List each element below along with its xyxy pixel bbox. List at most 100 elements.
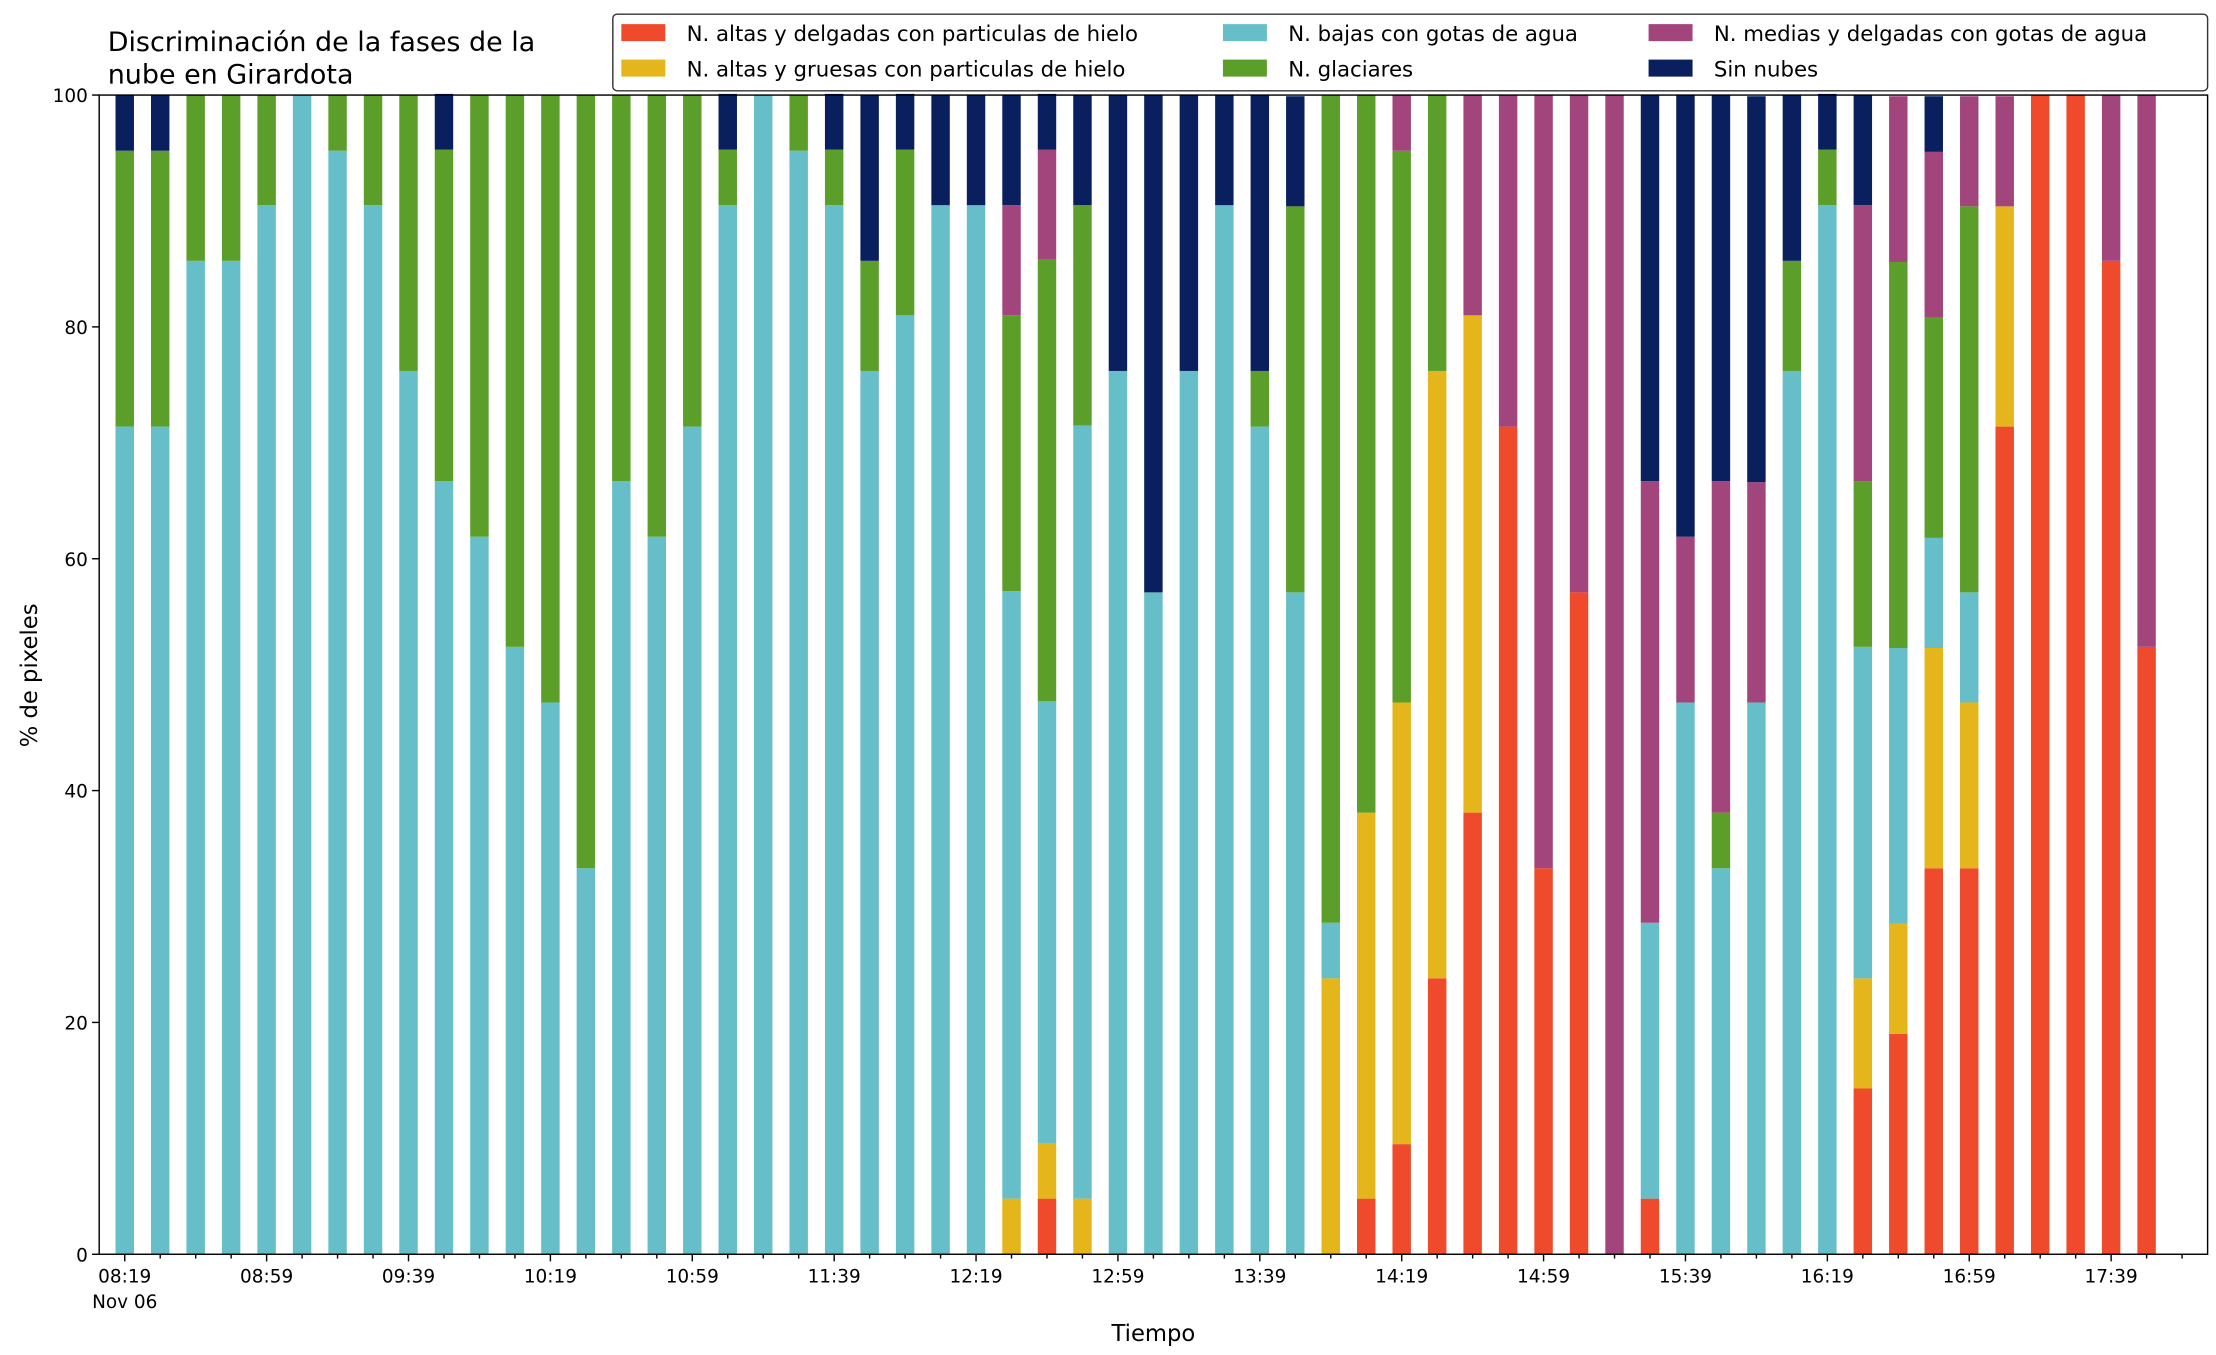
bar-segment [718, 205, 737, 1255]
x-tick-label: 12:59 [1091, 1267, 1144, 1288]
bar-segment [1960, 868, 1979, 1255]
bar-segment [1392, 702, 1411, 1145]
bar-segment [1853, 646, 1873, 979]
x-tick-label: 11:39 [808, 1267, 861, 1288]
bar-segment [1640, 922, 1660, 1199]
bar-segment [1498, 426, 1518, 1255]
bar-segment [1108, 95, 1128, 371]
bar-segment [1782, 370, 1802, 1255]
bar-segment [789, 95, 808, 151]
y-axis-label: % de pixeles [17, 603, 43, 747]
bar-segment [931, 95, 950, 206]
bar-segment [399, 370, 418, 1255]
bar-segment [150, 426, 170, 1255]
bar-segment [1179, 370, 1199, 1255]
bar-segment [1534, 868, 1553, 1255]
bar-segment [505, 95, 525, 647]
bar-segment [1073, 1198, 1092, 1255]
legend-label: N. glaciares [1288, 58, 1413, 83]
legend-label: N. altas y delgadas con particulas de hi… [687, 22, 1138, 47]
bar-segment [541, 95, 560, 703]
bar-segment [1960, 702, 1979, 869]
y-tick-label: 20 [64, 1014, 87, 1035]
bar-segment [292, 95, 312, 1255]
bar-segment [647, 536, 667, 1255]
y-tick-label: 40 [64, 782, 87, 803]
bar-segment [1640, 95, 1660, 482]
bar-segment [1286, 206, 1305, 593]
bar-segment [434, 149, 454, 482]
x-tick-label: 08:19 [98, 1267, 151, 1288]
bar-segment [1676, 702, 1695, 1255]
bar-segment [1037, 1198, 1057, 1255]
bar-segment [895, 93, 915, 150]
plot-frame [98, 94, 2209, 1255]
bar-segment [753, 95, 773, 1255]
bar-segment [363, 95, 383, 206]
bar-segment [895, 315, 915, 1255]
bar-segment [150, 150, 170, 427]
bar-segment [1995, 426, 2014, 1255]
bar-segment [328, 150, 347, 1255]
bar-segment [363, 205, 383, 1255]
bar-segment [1321, 922, 1340, 979]
chart-title: Discriminación de la fases de la nube en … [108, 27, 536, 91]
bar-segment [1818, 149, 1837, 206]
legend-label: N. altas y gruesas con particulas de hie… [687, 58, 1126, 83]
bar-segment [1818, 93, 1837, 150]
bar-segment [434, 481, 454, 1255]
bar-segment [2066, 95, 2085, 1255]
bar-segment [1889, 96, 1908, 262]
bar-segment [824, 93, 844, 150]
bar-segment [1960, 592, 1979, 703]
bar-segment [612, 481, 631, 1255]
bar-segment [1108, 370, 1128, 1255]
bar-segment [1889, 1034, 1908, 1255]
x-tick-label: 12:19 [949, 1267, 1002, 1288]
bar-segment [1286, 96, 1305, 207]
legend: N. altas y delgadas con particulas de hi… [612, 13, 2209, 92]
bar-segment [1498, 95, 1518, 427]
bar-segment [1960, 206, 1979, 593]
bar-segment [718, 93, 737, 150]
bar-segment [683, 95, 702, 427]
bar-segment [1250, 370, 1270, 427]
x-tick-label: 10:19 [524, 1267, 577, 1288]
bar-segment [257, 205, 276, 1255]
bar-segment [2030, 95, 2050, 1255]
bar-segment [1747, 482, 1766, 703]
bar-segment [328, 95, 347, 151]
bar-segment [1286, 592, 1305, 1255]
bar-segment [1037, 701, 1057, 1143]
bar-segment [115, 95, 134, 151]
bar-segment [1853, 95, 1873, 206]
bar-segment [1463, 95, 1482, 316]
bar-segment [115, 150, 134, 427]
bar-segment [1002, 95, 1021, 206]
bar-segment [1747, 702, 1766, 1255]
bar-segment [470, 95, 489, 537]
bar-segment [1002, 591, 1021, 1199]
bar-segment [1995, 96, 2014, 207]
bar-segment [1002, 1198, 1021, 1255]
bar-segment [1037, 1142, 1057, 1199]
bar-segment [824, 149, 844, 206]
bar-segment [1144, 95, 1163, 593]
bar-segment [1321, 978, 1340, 1255]
bar-segment [789, 150, 808, 1255]
bar-segment [1534, 95, 1553, 869]
bar-segment [1463, 812, 1482, 1255]
bar-segment [931, 205, 950, 1255]
bar-segment [1711, 812, 1731, 869]
legend-label: N. bajas con gotas de agua [1288, 22, 1578, 47]
bar-segment [1250, 426, 1270, 1255]
bar-segment [1002, 205, 1021, 316]
y-tick-label: 0 [76, 1245, 88, 1266]
bar-segment [1747, 96, 1766, 483]
bar-segment [1321, 95, 1340, 923]
x-tick-label: 10:59 [666, 1267, 719, 1288]
bar-segment [1924, 96, 1943, 152]
bar-segment [1357, 95, 1376, 813]
bar-segment [399, 95, 418, 371]
legend-label: N. medias y delgadas con gotas de agua [1714, 22, 2147, 47]
